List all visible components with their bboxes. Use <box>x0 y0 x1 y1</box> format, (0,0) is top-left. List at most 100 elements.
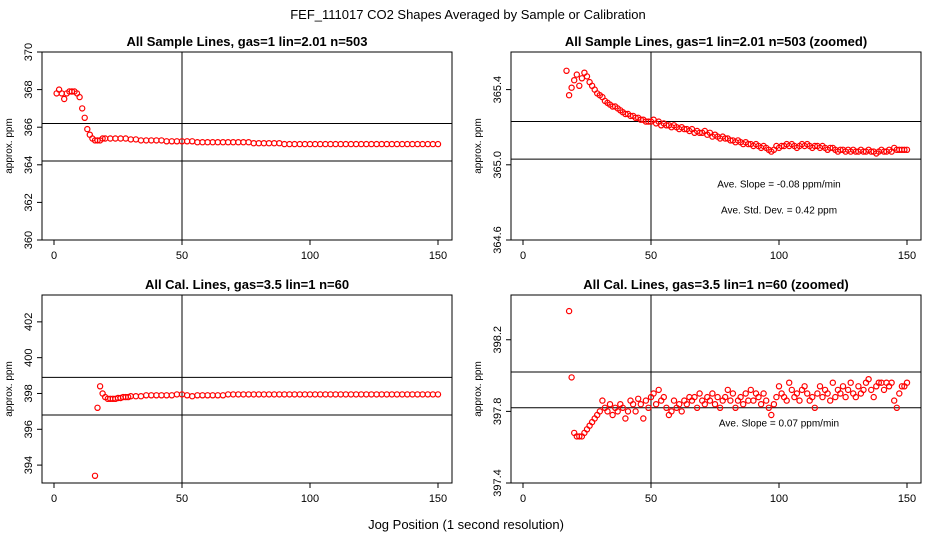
x-tick-label: 0 <box>520 493 526 505</box>
data-point <box>701 401 709 408</box>
x-tick-label: 0 <box>520 250 526 262</box>
data-point <box>796 397 803 404</box>
data-point <box>271 391 278 398</box>
data-point <box>393 391 401 398</box>
data-point <box>153 392 160 399</box>
data-point <box>240 138 247 146</box>
data-point <box>424 391 431 398</box>
data-point <box>322 391 329 398</box>
data-point <box>683 401 691 408</box>
data-point <box>414 140 421 148</box>
data-point <box>865 376 872 383</box>
data-point <box>214 138 221 146</box>
data-point <box>714 393 721 401</box>
chart-panel-4: All Cal. Lines, gas=3.5 lin=1 n=60 (zoom… <box>473 277 922 505</box>
data-point <box>311 140 319 148</box>
annotation-text: Ave. Slope = -0.08 ppm/min <box>717 179 841 190</box>
data-point <box>571 76 578 84</box>
y-axis-label: approx. ppm <box>4 118 15 174</box>
data-point <box>194 138 201 146</box>
data-point <box>578 75 586 82</box>
data-point <box>209 138 216 146</box>
plot-frame <box>510 294 922 484</box>
data-point <box>388 140 396 148</box>
data-point <box>99 135 106 142</box>
data-point <box>819 393 826 401</box>
chart-panel-2: All Sample Lines, gas=1 lin=2.01 n=503 (… <box>473 34 922 262</box>
y-tick-label: 365.0 <box>492 151 504 179</box>
data-point <box>624 408 632 415</box>
data-point <box>322 140 329 148</box>
y-tick-label: 398.2 <box>492 326 504 354</box>
data-point <box>383 391 390 398</box>
data-point <box>240 391 247 398</box>
data-point <box>183 138 191 145</box>
data-point <box>604 408 611 415</box>
data-point <box>250 139 257 147</box>
data-point <box>173 391 181 398</box>
data-point <box>901 146 908 153</box>
data-point <box>352 140 360 148</box>
data-point <box>650 390 657 397</box>
y-tick-label: 370 <box>23 43 35 61</box>
data-point <box>352 391 360 398</box>
x-tick-label: 100 <box>301 493 319 505</box>
data-point <box>368 140 375 148</box>
data-point <box>373 140 380 148</box>
data-point <box>852 393 860 401</box>
data-point <box>747 386 755 394</box>
panels: All Sample Lines, gas=1 lin=2.01 n=503 ap… <box>4 34 922 505</box>
data-point <box>629 401 637 408</box>
data-point <box>137 137 145 144</box>
data-point <box>168 138 175 145</box>
data-point <box>317 391 324 398</box>
data-point <box>281 140 288 148</box>
data-point <box>757 401 765 408</box>
data-point <box>399 140 406 148</box>
data-point <box>399 391 406 398</box>
data-point <box>763 397 770 404</box>
data-point <box>645 404 652 411</box>
data-point <box>255 391 262 398</box>
data-point <box>706 397 714 404</box>
data-point <box>214 392 221 399</box>
data-point <box>306 140 314 148</box>
data-point <box>711 401 719 408</box>
data-point <box>429 140 437 148</box>
data-point <box>814 390 821 397</box>
data-point <box>632 114 639 122</box>
data-point <box>306 391 314 398</box>
data-point <box>870 393 877 401</box>
y-tick-label: 397.8 <box>492 398 504 426</box>
data-point <box>786 379 793 386</box>
data-point <box>788 386 796 394</box>
data-point <box>576 433 583 440</box>
data-point <box>363 140 370 148</box>
data-point <box>903 146 911 153</box>
data-point <box>265 391 273 398</box>
data-point <box>811 142 819 150</box>
data-point <box>404 391 411 398</box>
data-point <box>419 391 426 398</box>
data-point <box>265 139 273 147</box>
data-point <box>599 397 606 404</box>
data-point <box>811 404 819 411</box>
data-point <box>801 383 808 390</box>
data-point <box>158 137 165 144</box>
data-point <box>363 391 370 398</box>
data-point <box>250 391 257 398</box>
data-point <box>94 404 101 411</box>
data-point <box>347 391 355 398</box>
data-point <box>663 404 670 411</box>
data-point <box>691 393 698 401</box>
data-point <box>563 67 570 75</box>
data-point <box>255 139 262 147</box>
x-tick-label: 150 <box>898 493 916 505</box>
data-point <box>434 140 442 148</box>
data-point <box>132 393 140 400</box>
data-point <box>668 408 675 415</box>
data-point <box>596 408 604 415</box>
data-point <box>583 73 591 80</box>
data-point <box>619 404 627 411</box>
